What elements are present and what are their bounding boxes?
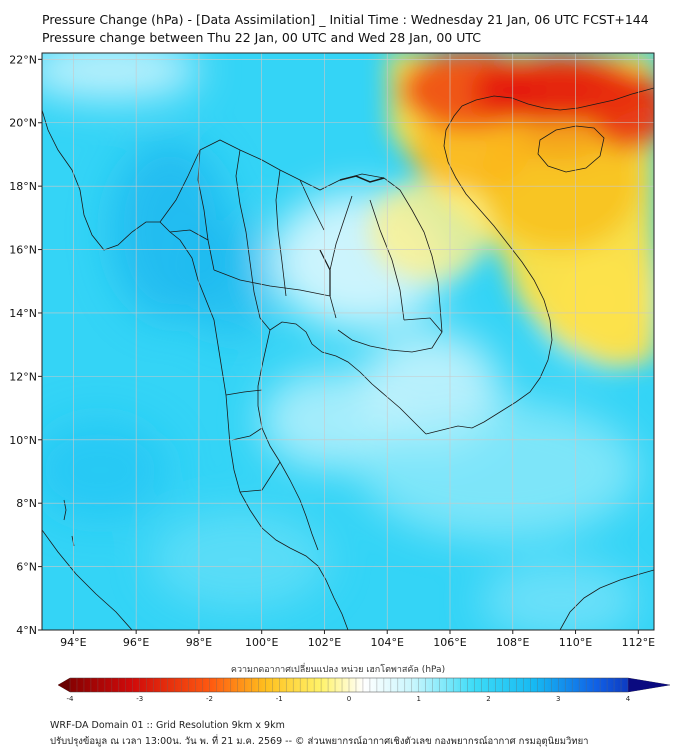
lon-tick-label: 108°E: [496, 636, 529, 649]
lon-tick-label: 110°E: [559, 636, 592, 649]
colorbar-tick-label: -1: [276, 695, 283, 703]
colorbar-tick-label: 0: [347, 695, 351, 703]
lat-tick-label: 8°N: [16, 497, 37, 510]
map-frame: [41, 52, 655, 631]
lon-tick-label: 104°E: [371, 636, 404, 649]
lat-tick-label: 12°N: [9, 370, 37, 383]
colorbar: -4 -3 -2 -1 0 1 2 3 4: [57, 677, 671, 703]
lat-tick-label: 4°N: [16, 624, 37, 637]
colorbar-tick-label: -4: [67, 695, 75, 703]
map-subtitle: Pressure change between Thu 22 Jan, 00 U…: [42, 30, 482, 45]
lat-tick-labels: 22°N 20°N 18°N 16°N 14°N 12°N 10°N 8°N 6°N 4°N: [9, 53, 42, 637]
colorbar-tick-label: 2: [486, 695, 490, 703]
lon-tick-labels: 94°E 96°E 98°E 100°E 102°E 104°E 106°E 108°E 110…: [60, 630, 655, 649]
colorbar-tick-label: 3: [556, 695, 560, 703]
lon-tick-label: 96°E: [123, 636, 149, 649]
lat-tick-label: 10°N: [9, 434, 37, 447]
lat-tick-label: 16°N: [9, 244, 37, 257]
colorbar-tick-labels: -4 -3 -2 -1 0 1 2 3 4: [67, 695, 631, 703]
lon-tick-label: 100°E: [245, 636, 278, 649]
pressure-field: [42, 53, 654, 630]
footer-update-info: ปรับปรุงข้อมูล ณ เวลา 13:00น. วัน พ. ที่…: [50, 736, 589, 747]
coastlines: [42, 87, 654, 630]
colorbar-tick-label: -3: [136, 695, 143, 703]
colorbar-tick-label: 1: [417, 695, 421, 703]
lon-tick-label: 106°E: [433, 636, 466, 649]
lat-tick-label: 14°N: [9, 307, 37, 320]
footer-model-info: WRF-DA Domain 01 :: Grid Resolution 9km …: [50, 720, 285, 731]
colorbar-tick-label: 4: [626, 695, 631, 703]
lon-tick-label: 98°E: [186, 636, 212, 649]
lon-tick-label: 94°E: [60, 636, 86, 649]
colorbar-label: ความกดอากาศเปลี่ยนแปลง หน่วย เฮกโตพาสคัล…: [230, 665, 446, 675]
lat-tick-label: 6°N: [16, 561, 37, 574]
lat-tick-label: 22°N: [9, 53, 37, 66]
colorbar-tick-label: -2: [206, 695, 213, 703]
map-title: Pressure Change (hPa) - [Data Assimilati…: [42, 12, 649, 27]
lon-tick-label: 102°E: [308, 636, 341, 649]
lon-tick-label: 112°E: [622, 636, 655, 649]
lat-tick-label: 18°N: [9, 180, 37, 193]
lat-tick-label: 20°N: [9, 117, 37, 130]
